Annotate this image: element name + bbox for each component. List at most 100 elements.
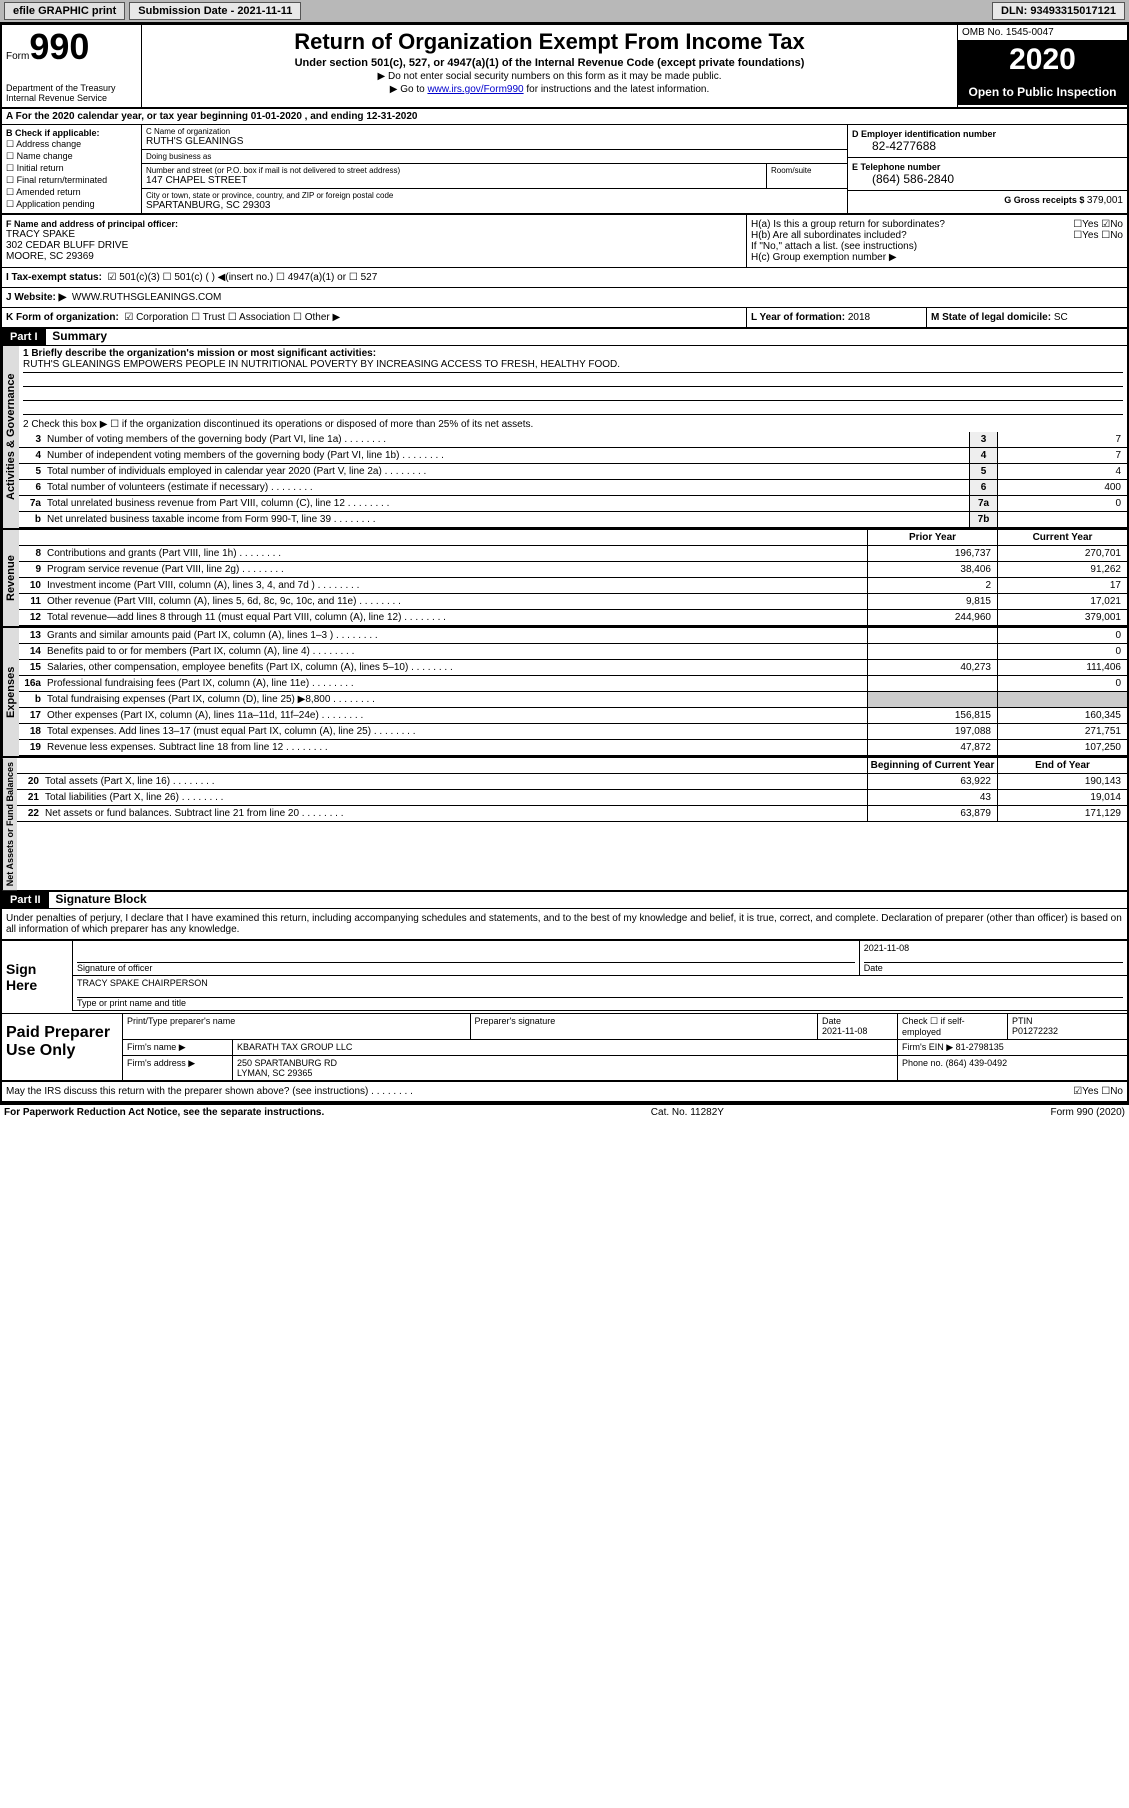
vtab-netassets: Net Assets or Fund Balances <box>2 758 17 890</box>
gov-line-b: bNet unrelated business taxable income f… <box>19 512 1127 528</box>
exp-line-14: 14Benefits paid to or for members (Part … <box>19 644 1127 660</box>
omb: OMB No. 1545-0047 <box>958 25 1127 41</box>
penalty-text: Under penalties of perjury, I declare th… <box>2 909 1127 939</box>
exp-line-15: 15Salaries, other compensation, employee… <box>19 660 1127 676</box>
officer-name: TRACY SPAKE <box>6 229 742 240</box>
efile-button[interactable]: efile GRAPHIC print <box>4 2 125 20</box>
chk-address[interactable]: ☐ Address change <box>6 139 137 150</box>
chk-initial[interactable]: ☐ Initial return <box>6 163 137 174</box>
officer-printed-name: TRACY SPAKE CHAIRPERSON <box>77 978 1123 998</box>
gross-receipts: 379,001 <box>1087 195 1123 206</box>
year-box: 2020 <box>958 41 1127 79</box>
street-address: 147 CHAPEL STREET <box>146 175 762 186</box>
ha-answer[interactable]: ☐Yes ☑No <box>1073 219 1123 230</box>
line-2: 2 Check this box ▶ ☐ if the organization… <box>19 417 1127 432</box>
gov-line-5: 5Total number of individuals employed in… <box>19 464 1127 480</box>
discuss-answer[interactable]: ☑Yes ☐No <box>1073 1086 1123 1097</box>
topbar: efile GRAPHIC print Submission Date - 20… <box>0 0 1129 23</box>
room-suite: Room/suite <box>767 164 847 188</box>
sign-block: Sign Here Signature of officer 2021-11-0… <box>2 939 1127 1014</box>
form-org[interactable]: ☑ Corporation ☐ Trust ☐ Association ☐ Ot… <box>124 312 340 323</box>
form-year: Form 990 (2020) <box>1051 1107 1125 1118</box>
part2-title: Signature Block <box>51 890 150 908</box>
dept: Department of the Treasury Internal Reve… <box>6 83 137 103</box>
exp-line-18: 18Total expenses. Add lines 13–17 (must … <box>19 724 1127 740</box>
box-i: I Tax-exempt status: ☑ 501(c)(3) ☐ 501(c… <box>2 268 1127 288</box>
header-center: Return of Organization Exempt From Incom… <box>142 25 957 107</box>
part1-title: Summary <box>48 327 111 345</box>
chk-name[interactable]: ☐ Name change <box>6 151 137 162</box>
ssn-note: ▶ Do not enter social security numbers o… <box>146 71 953 82</box>
box-h: H(a) Is this a group return for subordin… <box>747 215 1127 267</box>
firm-ein: 81-2798135 <box>956 1042 1004 1052</box>
vtab-governance: Activities & Governance <box>2 346 19 528</box>
officer-addr2: MOORE, SC 29369 <box>6 251 742 262</box>
chk-amended[interactable]: ☐ Amended return <box>6 187 137 198</box>
form-title: Return of Organization Exempt From Incom… <box>146 29 953 55</box>
chk-pending[interactable]: ☐ Application pending <box>6 199 137 210</box>
col-header-rev: Prior Year Current Year <box>19 530 1127 546</box>
header-left: Form990 Department of the Treasury Inter… <box>2 25 142 107</box>
domicile-state: SC <box>1054 312 1068 323</box>
firm-phone: (864) 439-0492 <box>946 1058 1008 1068</box>
gov-line-3: 3Number of voting members of the governi… <box>19 432 1127 448</box>
na-line-21: 21Total liabilities (Part X, line 26)431… <box>17 790 1127 806</box>
exp-line-16a: 16aProfessional fundraising fees (Part I… <box>19 676 1127 692</box>
ein: 82-4277688 <box>852 139 1123 153</box>
goto-note: ▶ Go to www.irs.gov/Form990 for instruct… <box>146 84 953 95</box>
website: WWW.RUTHSGLEANINGS.COM <box>72 292 221 303</box>
firm-name: KBARATH TAX GROUP LLC <box>232 1040 897 1055</box>
rev-line-12: 12Total revenue—add lines 8 through 11 (… <box>19 610 1127 626</box>
officer-addr1: 302 CEDAR BLUFF DRIVE <box>6 240 742 251</box>
year-formed: 2018 <box>848 312 870 323</box>
gov-line-7a: 7aTotal unrelated business revenue from … <box>19 496 1127 512</box>
prep-sig[interactable]: Preparer's signature <box>470 1014 818 1039</box>
tax-status-opts[interactable]: ☑ 501(c)(3) ☐ 501(c) ( ) ◀(insert no.) ☐… <box>108 272 378 283</box>
part-1: Part I Summary Activities & Governance 1… <box>2 329 1127 892</box>
mission-text: RUTH'S GLEANINGS EMPOWERS PEOPLE IN NUTR… <box>23 359 1123 373</box>
gov-line-6: 6Total number of volunteers (estimate if… <box>19 480 1127 496</box>
officer-signature[interactable] <box>77 943 855 963</box>
preparer-label: Paid Preparer Use Only <box>2 1014 122 1080</box>
hb-answer[interactable]: ☐Yes ☐No <box>1073 230 1123 241</box>
form-subtitle: Under section 501(c), 527, or 4947(a)(1)… <box>146 57 953 69</box>
prep-self-employed[interactable]: Check ☐ if self-employed <box>897 1014 1007 1039</box>
rev-line-10: 10Investment income (Part VIII, column (… <box>19 578 1127 594</box>
sign-date: 2021-11-08 <box>864 943 1123 963</box>
discuss-row: May the IRS discuss this return with the… <box>2 1082 1127 1103</box>
instructions-link[interactable]: www.irs.gov/Form990 <box>427 84 523 95</box>
part2-header: Part II <box>2 892 49 908</box>
gov-line-4: 4Number of independent voting members of… <box>19 448 1127 464</box>
exp-line-19: 19Revenue less expenses. Subtract line 1… <box>19 740 1127 756</box>
entity-block: B Check if applicable: ☐ Address change … <box>2 125 1127 215</box>
paperwork-notice: For Paperwork Reduction Act Notice, see … <box>4 1107 324 1118</box>
submission-date: Submission Date - 2021-11-11 <box>129 2 301 20</box>
part-2: Part II Signature Block Under penalties … <box>2 892 1127 939</box>
form-number: 990 <box>29 26 89 67</box>
page-footer: For Paperwork Reduction Act Notice, see … <box>0 1105 1129 1120</box>
preparer-block: Paid Preparer Use Only Print/Type prepar… <box>2 1014 1127 1082</box>
prep-ptin: PTIN P01272232 <box>1007 1014 1127 1039</box>
header-right: OMB No. 1545-0047 2020 Open to Public In… <box>957 25 1127 107</box>
box-c: C Name of organization RUTH'S GLEANINGS … <box>142 125 847 213</box>
exp-line-13: 13Grants and similar amounts paid (Part … <box>19 628 1127 644</box>
chk-final[interactable]: ☐ Final return/terminated <box>6 175 137 186</box>
city-state-zip: SPARTANBURG, SC 29303 <box>146 200 843 211</box>
vtab-revenue: Revenue <box>2 530 19 626</box>
na-line-20: 20Total assets (Part X, line 16)63,92219… <box>17 774 1127 790</box>
form-header: Form990 Department of the Treasury Inter… <box>2 25 1127 109</box>
vtab-expenses: Expenses <box>2 628 19 756</box>
rev-line-11: 11Other revenue (Part VIII, column (A), … <box>19 594 1127 610</box>
box-klm: K Form of organization: ☑ Corporation ☐ … <box>2 308 1127 329</box>
sign-here-label: Sign Here <box>2 941 72 1013</box>
na-line-22: 22Net assets or fund balances. Subtract … <box>17 806 1127 822</box>
cat-no: Cat. No. 11282Y <box>651 1107 724 1118</box>
rev-line-8: 8Contributions and grants (Part VIII, li… <box>19 546 1127 562</box>
box-b: B Check if applicable: ☐ Address change … <box>2 125 142 213</box>
exp-line-17: 17Other expenses (Part IX, column (A), l… <box>19 708 1127 724</box>
box-j: J Website: ▶ WWW.RUTHSGLEANINGS.COM <box>2 288 1127 308</box>
firm-address: 250 SPARTANBURG RD LYMAN, SC 29365 <box>232 1056 897 1080</box>
part1-header: Part I <box>2 329 46 345</box>
prep-name: Print/Type preparer's name <box>122 1014 470 1039</box>
prep-date: Date 2021-11-08 <box>817 1014 897 1039</box>
